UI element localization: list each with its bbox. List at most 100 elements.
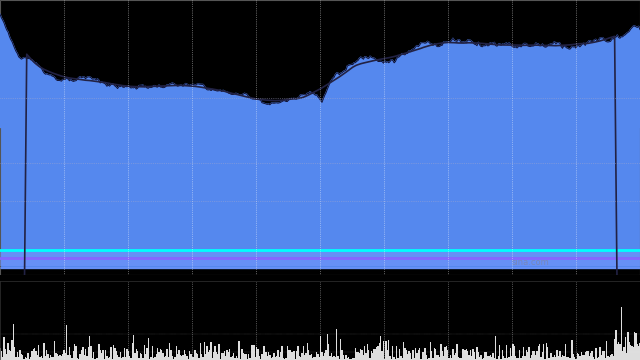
- Bar: [346, 355, 347, 360]
- Bar: [431, 351, 432, 360]
- Bar: [341, 350, 342, 360]
- Bar: [234, 358, 236, 360]
- Bar: [25, 356, 26, 360]
- Bar: [490, 355, 491, 360]
- Bar: [141, 354, 142, 360]
- Bar: [394, 357, 395, 360]
- Bar: [573, 354, 574, 360]
- Bar: [249, 358, 250, 360]
- Bar: [211, 342, 212, 360]
- Bar: [323, 356, 324, 360]
- Bar: [599, 347, 600, 360]
- Bar: [269, 355, 271, 360]
- Bar: [40, 357, 41, 360]
- Bar: [307, 343, 308, 360]
- Bar: [90, 346, 92, 360]
- Bar: [367, 344, 368, 360]
- Bar: [344, 359, 346, 360]
- Bar: [337, 356, 339, 360]
- Bar: [520, 359, 522, 360]
- Bar: [262, 346, 264, 360]
- Bar: [137, 351, 138, 360]
- Bar: [45, 356, 46, 360]
- Bar: [583, 355, 584, 360]
- Bar: [347, 358, 348, 360]
- Bar: [552, 357, 554, 360]
- Bar: [333, 356, 335, 360]
- Bar: [365, 354, 367, 360]
- Bar: [594, 359, 595, 360]
- Bar: [217, 354, 218, 360]
- Bar: [604, 351, 605, 360]
- Bar: [509, 348, 511, 360]
- Bar: [149, 359, 150, 360]
- Bar: [458, 356, 459, 360]
- Bar: [79, 354, 81, 360]
- Bar: [419, 348, 420, 360]
- Bar: [598, 357, 599, 360]
- Bar: [229, 350, 230, 360]
- Bar: [245, 354, 246, 360]
- Bar: [140, 352, 141, 360]
- Bar: [406, 350, 407, 360]
- Bar: [283, 358, 284, 360]
- Bar: [634, 332, 636, 360]
- Bar: [281, 346, 283, 360]
- Bar: [97, 358, 98, 360]
- Bar: [218, 344, 220, 360]
- Bar: [439, 357, 440, 360]
- Bar: [529, 347, 530, 360]
- Bar: [504, 358, 506, 360]
- Bar: [474, 352, 475, 360]
- Bar: [308, 350, 309, 360]
- Bar: [363, 355, 364, 360]
- Bar: [491, 357, 492, 360]
- Bar: [628, 342, 630, 360]
- Bar: [204, 342, 205, 360]
- Bar: [610, 355, 611, 360]
- Bar: [257, 349, 259, 360]
- Bar: [177, 354, 179, 360]
- Bar: [277, 350, 278, 360]
- Bar: [180, 355, 181, 360]
- Bar: [535, 355, 536, 360]
- Bar: [621, 307, 622, 360]
- Bar: [315, 357, 316, 360]
- Bar: [174, 357, 176, 360]
- Bar: [223, 353, 224, 360]
- Bar: [278, 357, 280, 360]
- Bar: [134, 353, 136, 360]
- Bar: [392, 346, 394, 360]
- Bar: [563, 356, 564, 360]
- Bar: [124, 348, 125, 360]
- Bar: [54, 342, 56, 360]
- Bar: [163, 352, 164, 360]
- Bar: [152, 346, 153, 360]
- Bar: [301, 353, 303, 360]
- Bar: [452, 349, 454, 360]
- Bar: [182, 355, 184, 360]
- Bar: [593, 356, 594, 360]
- Bar: [481, 355, 482, 360]
- Bar: [362, 350, 363, 360]
- Bar: [214, 346, 216, 360]
- Bar: [383, 341, 384, 360]
- Bar: [630, 345, 631, 360]
- Bar: [324, 353, 325, 360]
- Bar: [586, 351, 588, 360]
- Bar: [372, 353, 374, 360]
- Bar: [62, 354, 63, 360]
- Bar: [542, 352, 543, 360]
- Bar: [557, 350, 558, 360]
- Bar: [240, 359, 241, 360]
- Bar: [15, 357, 17, 360]
- Bar: [420, 359, 422, 360]
- Bar: [280, 352, 281, 360]
- Bar: [498, 356, 499, 360]
- Bar: [503, 356, 504, 360]
- Bar: [213, 352, 214, 360]
- Bar: [161, 350, 163, 360]
- Bar: [548, 358, 550, 360]
- Bar: [396, 346, 397, 360]
- Bar: [331, 353, 332, 360]
